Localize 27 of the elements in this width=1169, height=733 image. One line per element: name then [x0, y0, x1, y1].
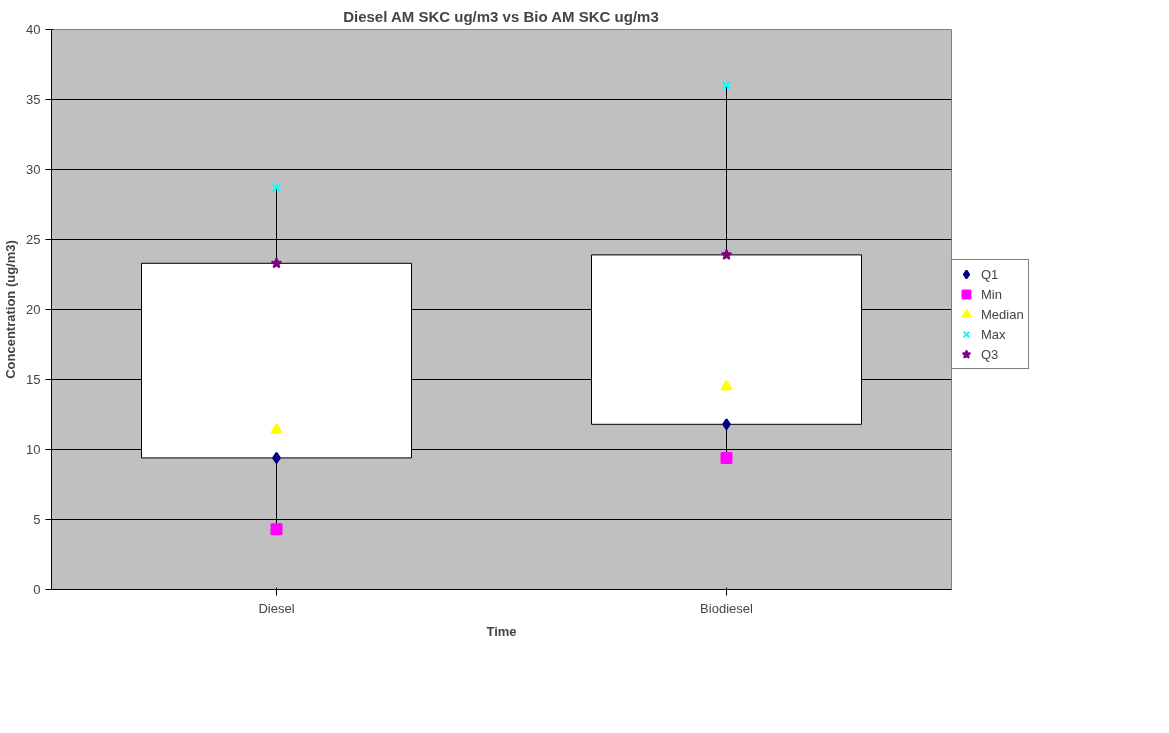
x-tick-label: Diesel — [258, 600, 295, 616]
chart-title: Diesel AM SKC ug/m3 vs Bio AM SKC ug/m3 — [343, 7, 659, 25]
y-tick-label: 20 — [26, 302, 41, 317]
y-tick-label: 40 — [26, 22, 41, 37]
point — [720, 379, 733, 391]
point — [721, 80, 732, 91]
legend-label: Max — [981, 326, 1006, 342]
y-tick-label: 5 — [33, 512, 41, 527]
y-axis-title: Concentration (ug/m3) — [3, 240, 19, 379]
y-tick-label: 30 — [26, 162, 41, 177]
y-tick-label: 15 — [26, 372, 41, 387]
point — [270, 423, 283, 434]
legend-label: Median — [981, 306, 1024, 322]
point — [720, 451, 733, 464]
point — [270, 523, 283, 536]
point — [270, 257, 283, 269]
point — [271, 183, 282, 193]
x-axis-title: Time — [486, 623, 517, 639]
point — [720, 248, 733, 260]
y-tick-label: 25 — [26, 232, 41, 247]
legend-label: Q1 — [981, 266, 1000, 282]
x-tick-label: Biodiesel — [700, 600, 753, 616]
y-tick-label: 10 — [26, 442, 41, 457]
y-tick-label: 35 — [26, 92, 41, 107]
legend-label: Q3 — [981, 346, 1000, 362]
legend-label: Min — [981, 286, 1002, 302]
y-tick-label: 0 — [33, 582, 41, 597]
